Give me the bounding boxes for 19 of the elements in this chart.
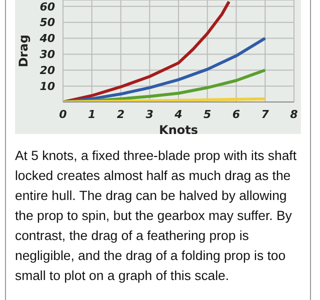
y-tick-label: 60 — [40, 0, 56, 14]
y-tick-label: 40 — [38, 32, 56, 46]
x-tick-label: 3 — [146, 108, 154, 121]
x-tick-label: 5 — [204, 108, 212, 121]
x-tick-label: 6 — [232, 108, 240, 121]
text: At 5 knots, a fixed three-blade prop with its shaft locked creates almost half as much drag as the entire hull. The drag can be halved by allowing the prop to spin, but the gearbox may suffer. By contrast, the drag of a feathering prop is negligible, and the drag of a folding prop is too small to plot on a graph of this scale. — [15, 147, 298, 285]
y-tick-label: 20 — [40, 64, 56, 78]
x-tick-label: 2 — [116, 108, 125, 121]
y-axis-title: Drag — [16, 34, 30, 68]
x-tick-label: 4 — [174, 108, 182, 121]
x-tick-label: 1 — [88, 108, 96, 121]
y-tick-label: 30 — [40, 48, 56, 62]
x-tick-label: 0 — [59, 108, 68, 121]
x-tick-label: 8 — [290, 108, 298, 121]
y-tick-label: 50 — [40, 16, 56, 30]
line-series — [63, 36, 267, 102]
x-tick-label: 7 — [261, 108, 270, 121]
y-tick-label: 10 — [40, 80, 56, 93]
x-axis-title: Knots — [159, 123, 198, 137]
